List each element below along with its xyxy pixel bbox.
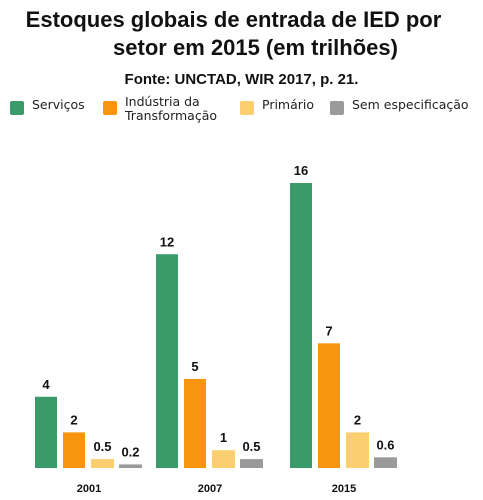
legend: Serviços Indústria da Transformação Prim… bbox=[0, 94, 483, 138]
data-label-primario-2007: 1 bbox=[220, 430, 227, 445]
bar-primario-2015 bbox=[346, 432, 369, 468]
data-label-primario-2015: 2 bbox=[354, 412, 361, 427]
chart-source: Fonte: UNCTAD, WIR 2017, p. 21. bbox=[124, 71, 359, 88]
bar-servicos-2015 bbox=[290, 183, 312, 468]
legend-item-servicos: Serviços bbox=[10, 98, 85, 115]
data-label-primario-2001: 0.5 bbox=[93, 439, 111, 454]
data-label-sem-especificacao-2015: 0.6 bbox=[376, 437, 394, 452]
legend-swatch-servicos bbox=[10, 101, 24, 115]
legend-label-primario: Primário bbox=[262, 97, 315, 112]
legend-swatch-sem-especificacao bbox=[330, 101, 344, 115]
data-label-servicos-2001: 4 bbox=[42, 377, 50, 392]
bar-primario-2001 bbox=[91, 459, 114, 468]
bar-industria-da-transformacao-2001 bbox=[63, 432, 85, 468]
data-label-sem-especificacao-2001: 0.2 bbox=[121, 444, 139, 459]
bar-sem-especificacao-2007 bbox=[240, 459, 263, 468]
data-label-servicos-2015: 16 bbox=[294, 163, 308, 178]
bar-primario-2007 bbox=[212, 450, 235, 468]
data-label-industria-da-transformacao-2015: 7 bbox=[325, 323, 332, 338]
data-label-industria-da-transformacao-2001: 2 bbox=[70, 412, 77, 427]
bar-servicos-2001 bbox=[35, 396, 57, 468]
bar-sem-especificacao-2015 bbox=[374, 457, 397, 468]
legend-swatch-industria bbox=[103, 101, 117, 115]
data-label-sem-especificacao-2007: 0.5 bbox=[242, 439, 260, 454]
x-tick-label-2007: 2007 bbox=[198, 483, 222, 495]
legend-label-servicos: Serviços bbox=[32, 97, 85, 112]
data-label-industria-da-transformacao-2007: 5 bbox=[191, 359, 198, 374]
legend-label-industria: Indústria da Transformação bbox=[125, 94, 218, 123]
legend-swatch-primario bbox=[240, 101, 254, 115]
x-tick-label-2001: 2001 bbox=[77, 483, 101, 495]
bar-servicos-2007 bbox=[156, 254, 178, 468]
legend-label-sem-especificacao: Sem especificação bbox=[352, 97, 469, 112]
bar-industria-da-transformacao-2007 bbox=[184, 378, 206, 468]
data-label-servicos-2007: 12 bbox=[160, 234, 174, 249]
legend-item-sem-especificacao: Sem especificação bbox=[330, 98, 469, 115]
chart-title-line-2: setor em 2015 (em trilhões) bbox=[113, 35, 398, 60]
legend-item-industria: Indústria da Transformação bbox=[103, 94, 218, 123]
bar-sem-especificacao-2001 bbox=[119, 464, 142, 468]
x-tick-label-2015: 2015 bbox=[332, 483, 356, 495]
bar-industria-da-transformacao-2015 bbox=[318, 343, 340, 468]
legend-item-primario: Primário bbox=[240, 98, 314, 115]
chart-title-line-1: Estoques globais de entrada de IED por bbox=[25, 7, 442, 32]
